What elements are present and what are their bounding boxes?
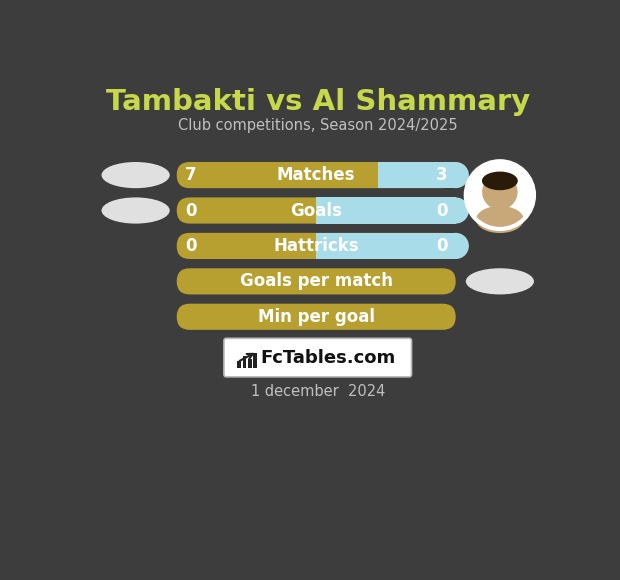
Ellipse shape [102,197,170,224]
Text: Tambakti vs Al Shammary: Tambakti vs Al Shammary [105,88,530,116]
FancyBboxPatch shape [177,197,456,224]
Bar [316,233,456,259]
Text: FcTables.com: FcTables.com [260,349,396,367]
FancyBboxPatch shape [177,304,456,330]
Text: Goals: Goals [290,201,342,219]
Text: 0: 0 [436,201,448,219]
Text: Club competitions, Season 2024/2025: Club competitions, Season 2024/2025 [178,118,458,133]
Ellipse shape [482,172,518,190]
Text: 0: 0 [185,237,197,255]
FancyBboxPatch shape [177,269,456,295]
Circle shape [443,197,469,224]
Ellipse shape [466,269,534,295]
Text: Matches: Matches [277,166,355,184]
Circle shape [443,162,469,188]
Bar [378,162,456,188]
FancyBboxPatch shape [224,338,412,377]
Text: 7: 7 [185,166,197,184]
Bar [237,361,241,368]
Text: Hattricks: Hattricks [273,237,359,255]
Bar [248,359,252,368]
Circle shape [443,233,469,259]
Circle shape [466,161,534,229]
Circle shape [482,175,518,209]
Text: Goals per match: Goals per match [240,273,392,291]
Text: Min per goal: Min per goal [258,308,374,326]
FancyBboxPatch shape [177,233,456,259]
Ellipse shape [102,162,170,188]
FancyBboxPatch shape [177,162,456,188]
Bar [254,353,257,368]
Text: 1 december  2024: 1 december 2024 [250,384,385,399]
Ellipse shape [476,206,524,233]
Bar [316,197,456,224]
Text: 0: 0 [436,237,448,255]
Bar [242,356,247,368]
Text: 3: 3 [436,166,448,184]
Text: 0: 0 [185,201,197,219]
